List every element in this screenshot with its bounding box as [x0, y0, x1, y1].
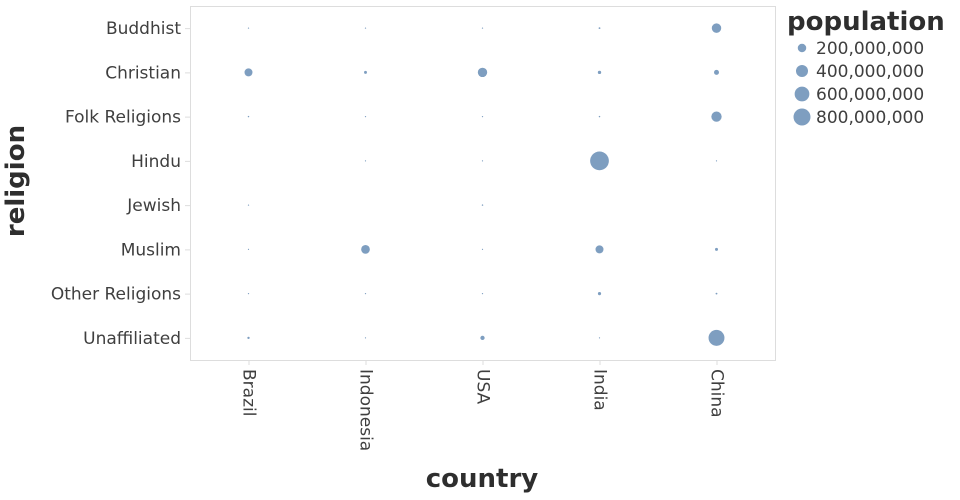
bubble [364, 27, 367, 29]
bubble [364, 293, 367, 295]
bubble [481, 293, 484, 295]
y-axis-title: religion [1, 124, 31, 238]
x-tick-label: USA [473, 369, 493, 405]
plot-border [190, 6, 776, 361]
legend-size-label: 800,000,000 [816, 108, 924, 128]
y-tick-label: Jewish [126, 196, 181, 216]
bubble [590, 151, 609, 171]
bubble [481, 204, 484, 206]
legend-size-circle [797, 43, 807, 53]
bubble [364, 160, 367, 162]
legend-title: population [787, 7, 945, 37]
bubble [715, 160, 718, 162]
bubble [481, 248, 484, 250]
bubble [715, 292, 718, 295]
bubble [714, 69, 719, 75]
bubble [247, 204, 250, 206]
legend-size-label: 600,000,000 [816, 85, 924, 105]
bubble [481, 116, 484, 118]
x-axis-title: country [425, 464, 539, 494]
bubble [247, 336, 250, 340]
y-tick-label: Unaffiliated [83, 329, 181, 349]
bubble [598, 337, 601, 339]
bubble [364, 337, 367, 339]
bubble [597, 70, 602, 75]
bubble [247, 115, 250, 118]
bubble [481, 27, 484, 29]
bubble [477, 67, 488, 78]
bubble [247, 248, 250, 250]
bubble [247, 27, 250, 29]
bubble [595, 245, 604, 254]
bubble [711, 23, 722, 33]
bubble [597, 292, 602, 296]
y-tick-label: Folk Religions [65, 108, 181, 128]
legend-size-label: 400,000,000 [816, 62, 924, 82]
legend-size-circle [795, 64, 809, 78]
y-tick-label: Other Religions [51, 285, 181, 305]
legend-size-label: 200,000,000 [816, 39, 924, 59]
x-tick-label: Indonesia [356, 369, 376, 451]
bubble [244, 68, 253, 77]
bubble [247, 293, 250, 295]
bubble [364, 70, 367, 74]
bubble [598, 115, 601, 118]
bubble [480, 335, 485, 341]
bubble [361, 245, 370, 254]
bubble [711, 111, 722, 122]
x-tick-label: India [590, 369, 610, 411]
y-tick-label: Muslim [121, 240, 181, 260]
bubble [708, 329, 725, 346]
x-tick-label: Brazil [239, 369, 259, 416]
x-tick-label: China [707, 369, 727, 418]
y-tick-label: Hindu [131, 152, 181, 172]
bubble [364, 116, 367, 118]
y-tick-label: Buddhist [106, 19, 181, 39]
y-tick-label: Christian [105, 63, 181, 83]
bubble [598, 27, 601, 30]
legend-size-circle [793, 108, 811, 126]
bubble [481, 160, 484, 162]
bubble [715, 247, 718, 251]
legend-size-circle [794, 86, 810, 102]
